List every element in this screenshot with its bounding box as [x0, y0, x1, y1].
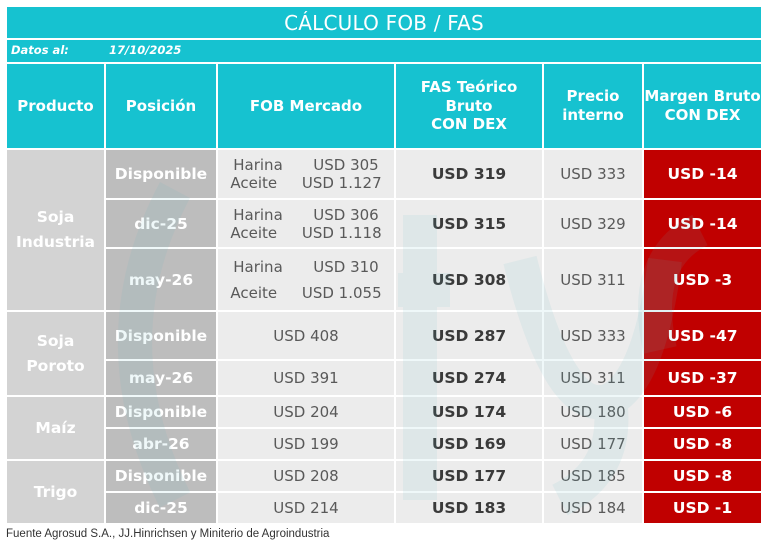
fas-cell: USD 274 [394, 359, 544, 397]
fas-cell: USD 287 [394, 310, 544, 361]
header-fob: FOB Mercado [216, 62, 396, 150]
fas-cell: USD 183 [394, 491, 544, 525]
table-row: dic-25 Harina USD 306 Aceite USD 1.118 USD… [6, 198, 764, 249]
product-trigo: Trigo [5, 459, 106, 525]
margen-cell: USD -8 [641, 427, 764, 461]
table-row: dic-25 USD 214 USD 183 USD 184 USD -1 [6, 491, 764, 525]
fas-cell: USD 319 [394, 148, 544, 200]
precio-cell: USD 311 [542, 247, 644, 312]
table-row: Soja Poroto Disponible USD 408 USD 287 US… [5, 310, 764, 397]
fob-fas-table: CÁLCULO FOB / FAS Datos al: 17/10/2025 P… [4, 5, 764, 525]
precio-cell: USD 185 [542, 459, 644, 493]
header-margen: Margen Bruto CON DEX [641, 62, 764, 150]
table-row: Soja Industria Disponible Harina USD 305 A… [5, 148, 764, 312]
margen-cell: USD -47 [641, 310, 764, 361]
table-row: may-26 USD 391 USD 274 USD 311 USD -37 [6, 359, 764, 397]
fob-cell: Harina USD 310 Aceite USD 1.055 [216, 247, 396, 312]
precio-cell: USD 333 [542, 148, 644, 200]
date-label: Datos al: [11, 43, 69, 57]
header-posicion: Posición [104, 62, 218, 150]
margen-cell: USD -14 [641, 148, 764, 200]
margen-cell: USD -37 [641, 359, 764, 397]
table-row: abr-26 USD 199 USD 169 USD 177 USD -8 [6, 427, 764, 461]
precio-cell: USD 311 [542, 359, 644, 397]
position-cell: may-26 [104, 359, 218, 397]
date-row: Datos al: 17/10/2025 [4, 38, 764, 64]
product-maiz: Maíz [5, 395, 106, 461]
precio-cell: USD 180 [542, 395, 644, 429]
precio-cell: USD 333 [542, 310, 644, 361]
position-cell: dic-25 [104, 491, 218, 525]
margen-cell: USD -6 [641, 395, 764, 429]
position-cell: dic-25 [104, 198, 218, 249]
fob-cell: USD 391 [216, 359, 396, 397]
margen-cell: USD -1 [641, 491, 764, 525]
margen-cell: USD -14 [641, 198, 764, 249]
position-cell: Disponible [104, 459, 218, 493]
fas-cell: USD 174 [394, 395, 544, 429]
fob-cell: Harina USD 306 Aceite USD 1.118 [216, 198, 396, 249]
product-soja-industria: Soja Industria [5, 148, 106, 312]
position-cell: abr-26 [104, 427, 218, 461]
product-soja-poroto: Soja Poroto [5, 310, 106, 397]
table-row: Maíz Disponible USD 204 USD 174 USD 180 … [5, 395, 764, 461]
precio-cell: USD 177 [542, 427, 644, 461]
header-precio: Precio interno [542, 62, 644, 150]
fob-cell: USD 199 [216, 427, 396, 461]
fob-cell: USD 204 [216, 395, 396, 429]
position-cell: Disponible [104, 148, 218, 200]
fas-cell: USD 169 [394, 427, 544, 461]
fob-cell: Harina USD 305 Aceite USD 1.127 [216, 148, 396, 200]
fob-cell: USD 214 [216, 491, 396, 525]
fas-cell: USD 315 [394, 198, 544, 249]
fob-cell: USD 408 [216, 310, 396, 361]
position-cell: may-26 [104, 247, 218, 312]
header-fas: FAS Teórico Bruto CON DEX [394, 62, 544, 150]
source-footnote: Fuente Agrosud S.A., JJ.Hinrichsen y Min… [6, 528, 330, 540]
header-producto: Producto [5, 62, 106, 150]
table-title: CÁLCULO FOB / FAS [4, 5, 764, 40]
precio-cell: USD 329 [542, 198, 644, 249]
fob-cell: USD 208 [216, 459, 396, 493]
margen-cell: USD -8 [641, 459, 764, 493]
date-value: 17/10/2025 [109, 43, 182, 57]
table-row: Trigo Disponible USD 208 USD 177 USD 185… [5, 459, 764, 525]
precio-cell: USD 184 [542, 491, 644, 525]
position-cell: Disponible [104, 395, 218, 429]
position-cell: Disponible [104, 310, 218, 361]
table-row: may-26 Harina USD 310 Aceite USD 1.055 USD… [6, 247, 764, 312]
fas-cell: USD 177 [394, 459, 544, 493]
fas-cell: USD 308 [394, 247, 544, 312]
margen-cell: USD -3 [641, 247, 764, 312]
